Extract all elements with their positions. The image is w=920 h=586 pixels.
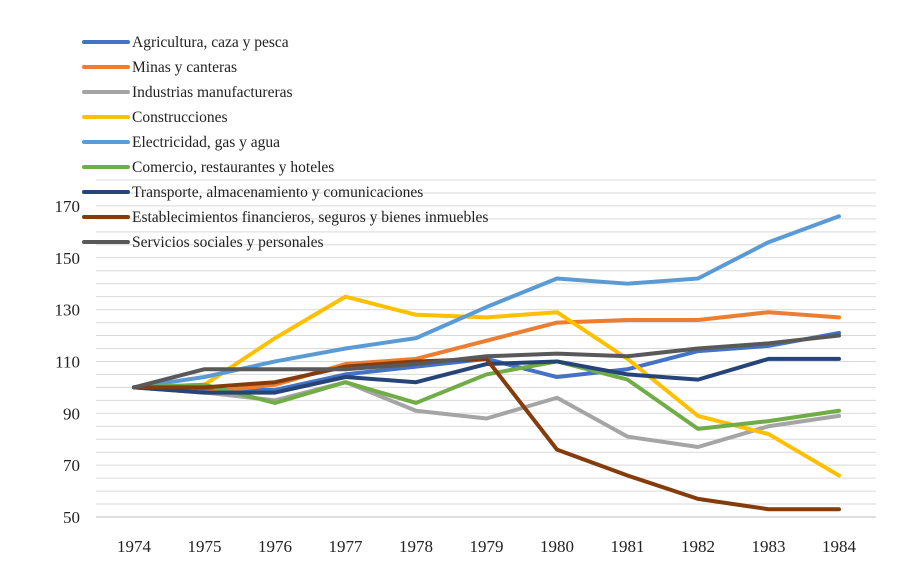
legend-item: Servicios sociales y personales bbox=[82, 234, 324, 251]
legend-item: Construcciones bbox=[82, 109, 228, 126]
legend-item: Agricultura, caza y pesca bbox=[82, 34, 289, 51]
y-tick-label: 90 bbox=[63, 404, 80, 423]
legend-label: Electricidad, gas y agua bbox=[132, 134, 280, 151]
legend-label: Comercio, restaurantes y hoteles bbox=[132, 159, 334, 176]
x-tick-label: 1984 bbox=[822, 537, 857, 556]
x-tick-label: 1975 bbox=[188, 537, 222, 556]
x-tick-label: 1978 bbox=[399, 537, 433, 556]
legend-label: Servicios sociales y personales bbox=[132, 234, 324, 251]
legend-label: Construcciones bbox=[132, 109, 228, 126]
legend-label: Establecimientos financieros, seguros y … bbox=[132, 209, 488, 226]
x-tick-label: 1974 bbox=[117, 537, 152, 556]
x-tick-label: 1983 bbox=[752, 537, 786, 556]
legend-item: Industrias manufactureras bbox=[82, 84, 293, 101]
x-tick-label: 1977 bbox=[329, 537, 364, 556]
legend-label: Industrias manufactureras bbox=[132, 84, 293, 101]
legend-item: Comercio, restaurantes y hoteles bbox=[82, 159, 334, 176]
series-line-2 bbox=[132, 310, 841, 395]
x-tick-label: 1976 bbox=[258, 537, 292, 556]
series-lines bbox=[132, 214, 841, 512]
axes: 50 70 90 110 130 150 170 1974 1975 1976 1977 1978 19… bbox=[55, 197, 857, 556]
legend-item: Transporte, almacenamiento y comunicacio… bbox=[82, 184, 423, 201]
x-tick-label: 1981 bbox=[611, 537, 645, 556]
x-tick-label: 1980 bbox=[540, 537, 574, 556]
legend-item: Electricidad, gas y agua bbox=[82, 134, 280, 151]
legend-label: Minas y canteras bbox=[132, 59, 237, 76]
y-tick-label: 70 bbox=[63, 456, 80, 475]
legend-item: Minas y canteras bbox=[82, 59, 237, 76]
x-tick-label: 1979 bbox=[470, 537, 504, 556]
legend-item: Establecimientos financieros, seguros y … bbox=[82, 209, 488, 226]
y-tick-label: 50 bbox=[63, 508, 80, 527]
y-tick-label: 110 bbox=[55, 352, 80, 371]
legend: Agricultura, caza y pesca Minas y cantera… bbox=[82, 34, 488, 251]
y-tick-label: 150 bbox=[55, 249, 81, 268]
series-line-8 bbox=[132, 356, 841, 512]
y-tick-label: 130 bbox=[55, 301, 81, 320]
legend-label: Transporte, almacenamiento y comunicacio… bbox=[132, 184, 423, 201]
y-tick-label: 170 bbox=[55, 197, 81, 216]
legend-label: Agricultura, caza y pesca bbox=[132, 34, 289, 51]
x-tick-label: 1982 bbox=[681, 537, 715, 556]
